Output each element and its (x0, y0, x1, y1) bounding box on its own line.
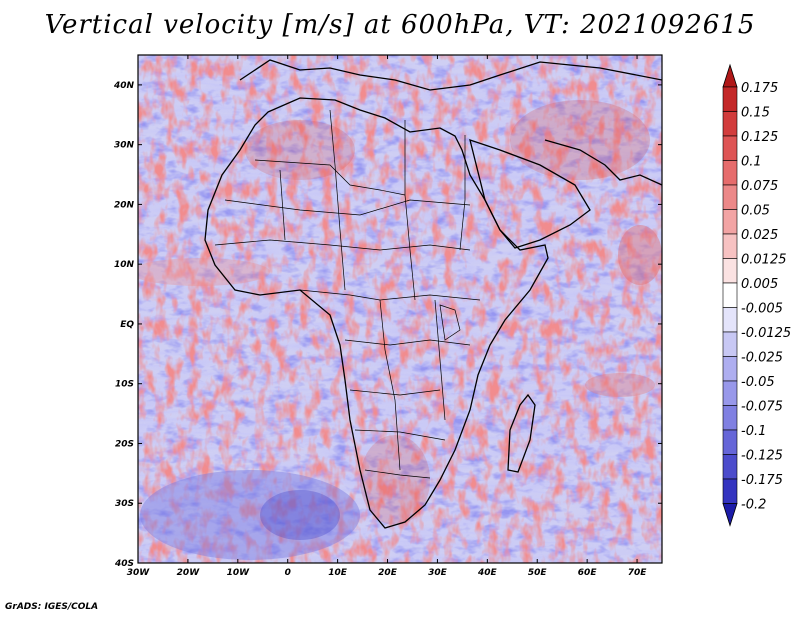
x-tick-label: 0 (285, 568, 291, 578)
colorbar-label: -0.175 (741, 473, 783, 488)
colorbar-label: -0.125 (741, 449, 783, 464)
coastlines (204, 59, 662, 529)
colorbar-bin (722, 209, 738, 235)
colorbar-label: -0.0125 (741, 326, 791, 341)
y-axis-labels: 40N 30N 20N 10N EQ 10S 20S 30S 40S (113, 81, 135, 569)
x-tick-label: 10W (227, 568, 251, 578)
map-frame (137, 54, 663, 564)
colorbar-label: -0.005 (741, 302, 783, 317)
colorbar-label: -0.2 (741, 498, 766, 513)
y-tick-label: 40N (113, 81, 135, 91)
colorbar (722, 63, 738, 527)
x-axis-labels: 30W 20W 10W 0 10E 20E 30E 40E 50E 60E 70E (127, 568, 647, 578)
colorbar-bin (722, 478, 738, 504)
persian-gulf (544, 139, 662, 186)
y-tick-label: 30S (115, 499, 134, 509)
colorbar-bin (722, 184, 738, 210)
x-tick-label: 20W (177, 568, 201, 578)
colorbar-top-arrow (722, 63, 738, 88)
chart-title: Vertical velocity [m/s] at 600hPa, VT: 2… (44, 10, 756, 40)
colorbar-labels: 0.175 0.15 0.125 0.1 0.075 0.05 0.025 0.0125 0.0… (741, 81, 791, 513)
colorbar-label: 0.0125 (741, 253, 787, 268)
colorbar-bin (722, 282, 738, 308)
colorbar-bin (722, 111, 738, 137)
colorbar-bin (722, 380, 738, 406)
colorbar-bin (722, 86, 738, 112)
x-tick-label: 10E (328, 568, 348, 578)
x-tick-label: 30E (428, 568, 448, 578)
colorbar-label: 0.05 (741, 204, 770, 219)
colorbar-bin (722, 135, 738, 161)
colorbar-label: -0.075 (741, 400, 783, 415)
colorbar-label: 0.075 (741, 179, 778, 194)
grads-credit: GrADS: IGES/COLA (5, 602, 99, 612)
colorbar-label: 0.175 (741, 81, 778, 96)
x-tick-label: 30W (127, 568, 151, 578)
y-tick-label: 20N (114, 200, 135, 210)
colorbar-label: 0.125 (741, 130, 778, 145)
arabia-coastline (469, 139, 591, 249)
madagascar-coastline (507, 393, 536, 473)
africa-coastline (204, 97, 549, 529)
x-tick-label: 60E (578, 568, 598, 578)
colorbar-bin (722, 429, 738, 455)
colorbar-bin (722, 356, 738, 382)
colorbar-bin (722, 454, 738, 480)
colorbar-bin (722, 405, 738, 431)
country-borders (214, 109, 481, 479)
x-tick-label: 40E (477, 568, 498, 578)
x-tick-label: 50E (528, 568, 548, 578)
europe-coastline (239, 59, 662, 91)
x-tick-label: 70E (628, 568, 648, 578)
velocity-field (138, 55, 662, 563)
colorbar-bin (722, 233, 738, 259)
colorbar-label: 0.1 (741, 155, 762, 170)
y-tick-label: 30N (114, 141, 135, 151)
colorbar-bin (722, 160, 738, 186)
colorbar-label: 0.005 (741, 277, 778, 292)
axis-ticks (137, 55, 662, 564)
colorbar-bin (722, 258, 738, 284)
y-tick-label: 20S (115, 439, 134, 449)
colorbar-bin (722, 331, 738, 357)
y-tick-label: 40S (114, 559, 134, 569)
x-tick-label: 20E (378, 568, 398, 578)
colorbar-label: 0.025 (741, 228, 778, 243)
colorbar-label: -0.1 (741, 424, 766, 439)
colorbar-bottom-arrow (722, 503, 738, 527)
y-tick-label: 10N (114, 260, 135, 270)
y-tick-label: EQ (120, 320, 134, 330)
colorbar-label: 0.15 (741, 106, 770, 121)
colorbar-label: -0.025 (741, 351, 783, 366)
colorbar-label: -0.05 (741, 375, 775, 390)
y-tick-label: 10S (115, 380, 134, 390)
colorbar-bin (722, 307, 738, 333)
